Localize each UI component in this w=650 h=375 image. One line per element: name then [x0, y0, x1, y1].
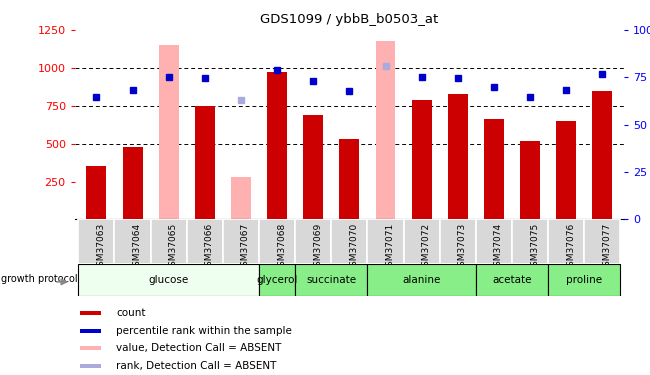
- Bar: [376, 41, 395, 219]
- Bar: [484, 118, 504, 219]
- Text: GSM37071: GSM37071: [385, 223, 395, 272]
- Bar: [80, 311, 101, 315]
- Text: GSM37069: GSM37069: [313, 223, 322, 272]
- Bar: [195, 106, 215, 219]
- Bar: [295, 219, 332, 264]
- Text: acetate: acetate: [492, 275, 532, 285]
- Bar: [556, 121, 576, 219]
- Bar: [187, 219, 223, 264]
- Bar: [151, 219, 187, 264]
- Bar: [123, 147, 142, 219]
- Bar: [584, 219, 620, 264]
- Text: GSM37068: GSM37068: [277, 223, 286, 272]
- Bar: [259, 219, 295, 264]
- Bar: [512, 219, 548, 264]
- Text: value, Detection Call = ABSENT: value, Detection Call = ABSENT: [116, 344, 281, 354]
- Bar: [80, 346, 101, 350]
- Text: GSM37075: GSM37075: [530, 223, 539, 272]
- Bar: [79, 264, 259, 296]
- Bar: [592, 92, 612, 219]
- Bar: [231, 177, 251, 219]
- Text: GSM37063: GSM37063: [96, 223, 105, 272]
- Bar: [367, 219, 404, 264]
- Bar: [304, 115, 323, 219]
- Title: GDS1099 / ybbB_b0503_at: GDS1099 / ybbB_b0503_at: [260, 13, 439, 26]
- Text: GSM37077: GSM37077: [603, 223, 611, 272]
- Bar: [411, 100, 432, 219]
- Bar: [80, 364, 101, 368]
- Bar: [80, 328, 101, 333]
- Bar: [476, 264, 548, 296]
- Text: proline: proline: [566, 275, 603, 285]
- Bar: [339, 139, 359, 219]
- Bar: [439, 219, 476, 264]
- Bar: [448, 94, 468, 219]
- Text: GSM37072: GSM37072: [422, 223, 431, 272]
- Bar: [223, 219, 259, 264]
- Text: rank, Detection Call = ABSENT: rank, Detection Call = ABSENT: [116, 361, 276, 371]
- Text: GSM37067: GSM37067: [241, 223, 250, 272]
- Text: succinate: succinate: [306, 275, 356, 285]
- Text: GSM37073: GSM37073: [458, 223, 467, 272]
- Text: GSM37070: GSM37070: [350, 223, 358, 272]
- Bar: [332, 219, 367, 264]
- Bar: [367, 264, 476, 296]
- Bar: [79, 219, 114, 264]
- Text: count: count: [116, 308, 146, 318]
- Bar: [476, 219, 512, 264]
- Text: GSM37066: GSM37066: [205, 223, 214, 272]
- Bar: [159, 45, 179, 219]
- Bar: [548, 219, 584, 264]
- Bar: [404, 219, 439, 264]
- Bar: [114, 219, 151, 264]
- Text: GSM37065: GSM37065: [169, 223, 177, 272]
- Bar: [267, 72, 287, 219]
- Text: GSM37064: GSM37064: [133, 223, 142, 272]
- Bar: [295, 264, 367, 296]
- Text: glycerol: glycerol: [256, 275, 298, 285]
- Bar: [548, 264, 620, 296]
- Bar: [259, 264, 295, 296]
- Text: GSM37076: GSM37076: [566, 223, 575, 272]
- Text: GSM37074: GSM37074: [494, 223, 503, 272]
- Text: growth protocol: growth protocol: [1, 274, 78, 284]
- Bar: [86, 166, 107, 219]
- Text: glucose: glucose: [149, 275, 189, 285]
- Text: alanine: alanine: [402, 275, 441, 285]
- Bar: [520, 141, 540, 219]
- Text: percentile rank within the sample: percentile rank within the sample: [116, 326, 292, 336]
